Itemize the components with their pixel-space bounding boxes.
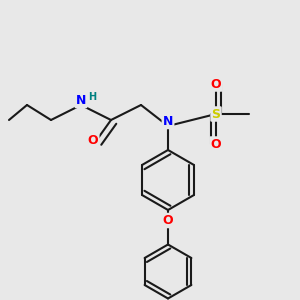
Text: H: H: [88, 92, 97, 103]
Text: O: O: [211, 77, 221, 91]
Text: N: N: [163, 115, 173, 128]
Text: N: N: [76, 94, 86, 107]
Text: O: O: [211, 137, 221, 151]
Text: O: O: [163, 214, 173, 227]
Text: S: S: [212, 107, 220, 121]
Text: O: O: [88, 134, 98, 148]
